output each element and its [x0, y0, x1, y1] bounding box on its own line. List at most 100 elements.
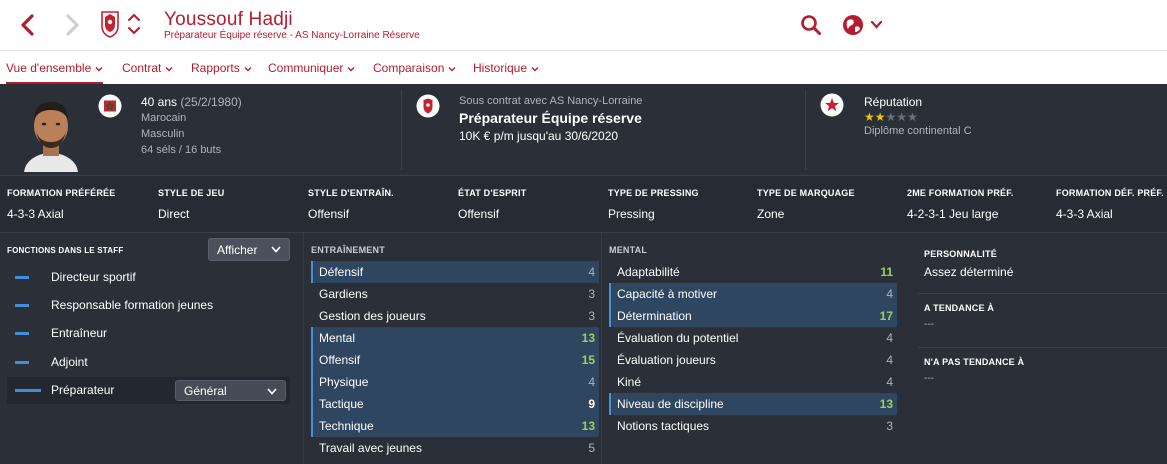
attribute-name: Adaptabilité — [617, 265, 680, 279]
tab-communicate[interactable]: Communiquer — [268, 51, 355, 85]
international-caps: 64 séls / 16 buts — [141, 144, 222, 156]
tab-label: Contrat — [122, 61, 162, 75]
attribute-name: Mental — [319, 331, 356, 345]
page-subtitle[interactable]: Préparateur Équipe réserve - AS Nancy-Lo… — [164, 30, 420, 41]
forward-arrow-icon[interactable] — [60, 12, 84, 38]
back-arrow-icon[interactable] — [16, 12, 40, 38]
attribute-row: Capacité à motiver 4 — [609, 283, 897, 305]
attribute-value: 4 — [886, 353, 893, 367]
role-bar — [15, 361, 29, 364]
staff-role-item[interactable]: Entraîneur — [7, 320, 290, 347]
search-icon[interactable] — [800, 14, 822, 36]
club-badge-icon[interactable] — [416, 94, 440, 118]
attribute-name: Technique — [319, 419, 374, 433]
attribute-name: Travail avec jeunes — [319, 441, 422, 455]
attribute-name: Gardiens — [319, 287, 368, 301]
chevron-down-icon — [165, 66, 173, 72]
tab-label: Comparaison — [373, 61, 445, 75]
contract-wage: 10K € p/m jusqu'au 30/6/2020 — [459, 129, 619, 143]
staff-roles-heading: FONCTIONS DANS LE STAFF — [7, 246, 124, 255]
tab-label: Vue d'ensemble — [6, 61, 92, 75]
staff-photo — [16, 90, 86, 172]
staff-role-item[interactable]: Adjoint — [7, 349, 290, 376]
star-empty-icon: ★ — [885, 110, 897, 124]
attribute-row: Niveau de discipline 13 — [609, 393, 897, 415]
tends-to-heading: A TENDANCE À — [924, 303, 995, 313]
role-focus-select[interactable]: Général — [175, 380, 286, 401]
does-not-tend-heading: N'A PAS TENDANCE À — [924, 357, 1025, 367]
attribute-row: Travail avec jeunes 5 — [311, 437, 599, 459]
star-filled-icon: ★ — [864, 110, 875, 124]
attribute-row: Gestion des joueurs 3 — [311, 305, 599, 327]
age-value: 40 ans — [141, 95, 178, 109]
title-bar: Youssouf Hadji Préparateur Équipe réserv… — [0, 0, 1167, 50]
attribute-row: Adaptabilité 11 — [609, 261, 897, 283]
does-not-tend-value: --- — [924, 373, 934, 384]
attribute-value: 3 — [588, 287, 595, 301]
attribute-name: Défensif — [319, 265, 364, 279]
attribute-name: Physique — [319, 375, 369, 389]
divider — [601, 233, 602, 464]
divider — [401, 90, 402, 170]
attribute-row: Défensif 4 — [311, 261, 599, 283]
attribute-row: Technique 13 — [311, 415, 599, 437]
role-bar — [15, 276, 29, 279]
staff-role-item-selected[interactable]: Préparateur Général — [7, 377, 290, 404]
tab-comparison[interactable]: Comparaison — [373, 51, 456, 85]
attribute-row: Tactique 9 — [311, 393, 599, 415]
marking-value: Zone — [757, 207, 785, 221]
contract-club[interactable]: Sous contrat avec AS Nancy-Lorraine — [459, 95, 643, 107]
divider — [918, 293, 1167, 294]
marking-heading: TYPE DE MARQUAGE — [757, 188, 855, 198]
pref-formation-heading: FORMATION PRÉFÉRÉE — [7, 188, 116, 198]
up-down-icon[interactable] — [127, 11, 141, 37]
attribute-value: 4 — [886, 287, 893, 301]
divider — [918, 347, 1167, 348]
staff-role-label: Préparateur — [51, 383, 115, 397]
divider — [805, 90, 806, 170]
attribute-name: Kiné — [617, 375, 642, 389]
attribute-value: 17 — [879, 309, 893, 323]
chevron-down-icon — [531, 66, 539, 72]
attribute-value: 3 — [886, 419, 893, 433]
club-badge-icon[interactable] — [99, 10, 121, 38]
tab-reports[interactable]: Rapports — [191, 51, 252, 85]
tab-label: Historique — [473, 61, 528, 75]
staff-role-label: Adjoint — [51, 355, 88, 369]
chevron-down-icon — [244, 66, 252, 72]
tab-history[interactable]: Historique — [473, 51, 539, 85]
attribute-row: Kiné 4 — [609, 371, 897, 393]
star-badge-icon — [820, 93, 844, 117]
second-formation-value: 4-2-3-1 Jeu large — [907, 207, 999, 221]
star-empty-icon: ★ — [896, 110, 908, 124]
attribute-value: 5 — [588, 441, 595, 455]
globe-icon[interactable] — [842, 13, 884, 37]
attribute-value: 4 — [886, 331, 893, 345]
attribute-name: Détermination — [617, 309, 692, 323]
role-focus-value: Général — [184, 384, 227, 398]
attribute-value: 15 — [581, 353, 595, 367]
def-formation-heading: FORMATION DÉF. PRÉF. — [1056, 188, 1164, 198]
attribute-name: Gestion des joueurs — [319, 309, 426, 323]
show-dropdown-label: Afficher — [217, 243, 258, 257]
attribute-name: Tactique — [319, 397, 364, 411]
staff-role-item[interactable]: Responsable formation jeunes — [7, 292, 290, 319]
show-dropdown[interactable]: Afficher — [208, 238, 290, 261]
flag-icon — [98, 94, 122, 118]
training-style-value: Offensif — [308, 207, 350, 221]
star-filled-icon: ★ — [874, 110, 886, 124]
profile-summary: 40 ans (25/2/1980) Marocain Masculin 64 … — [0, 84, 1167, 176]
date-of-birth: (25/2/1980) — [180, 95, 242, 109]
gender: Masculin — [141, 128, 185, 140]
staff-role-label: Directeur sportif — [51, 270, 136, 284]
attribute-row: Notions tactiques 3 — [609, 415, 897, 437]
attribute-row: Évaluation joueurs 4 — [609, 349, 897, 371]
reputation-stars: ★★★★★ — [864, 110, 918, 124]
tab-label: Communiquer — [268, 61, 344, 75]
staff-role-item[interactable]: Directeur sportif — [7, 264, 290, 291]
tab-contract[interactable]: Contrat — [122, 51, 173, 85]
pressing-value: Pressing — [608, 207, 655, 221]
chevron-down-icon — [267, 388, 277, 395]
tab-label: Rapports — [191, 61, 240, 75]
tab-overview[interactable]: Vue d'ensemble — [6, 51, 104, 85]
